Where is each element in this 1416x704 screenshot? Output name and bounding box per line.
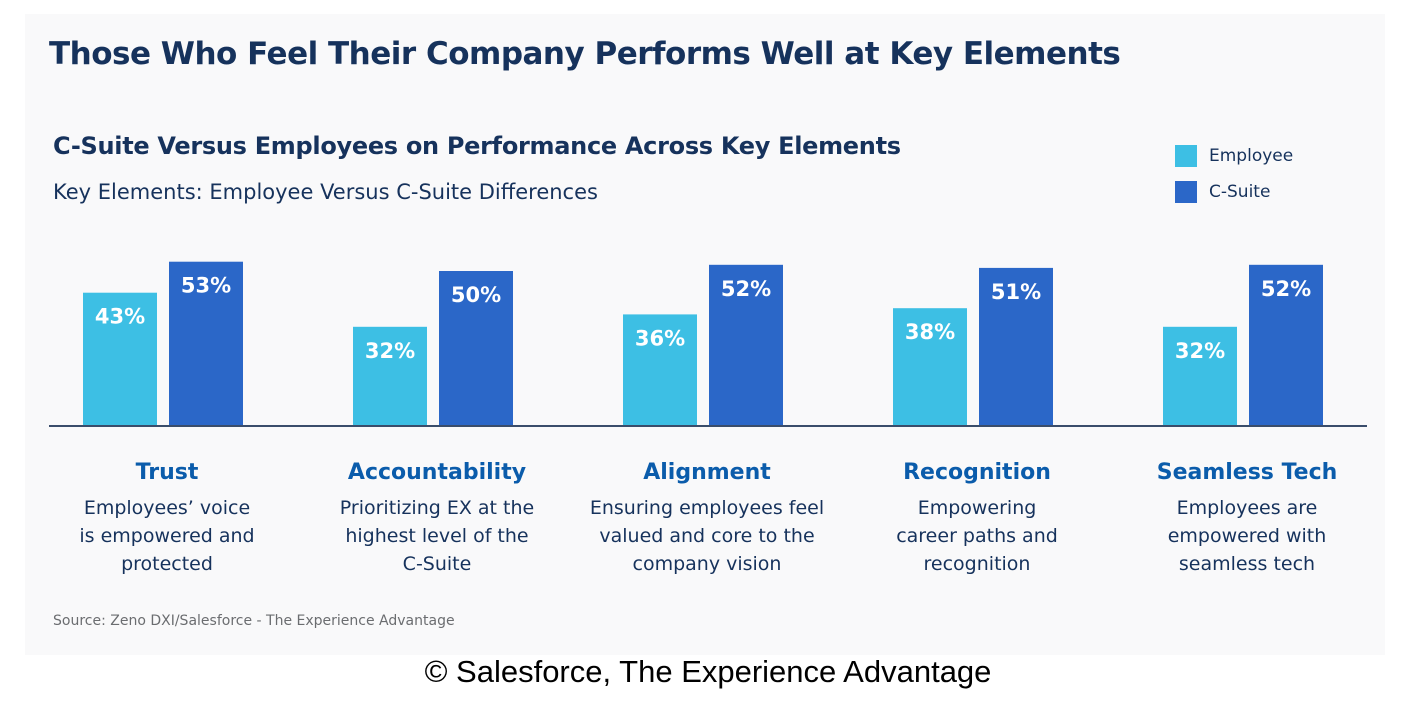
category-description-trust-3: protected bbox=[121, 553, 213, 575]
bar-c-suite-recognition bbox=[979, 267, 1053, 426]
bar-employee-trust bbox=[83, 292, 157, 426]
chart-panel: Those Who Feel Their Company Performs We… bbox=[25, 14, 1385, 655]
data-label-c-suite-alignment: 52% bbox=[721, 277, 771, 301]
bar-employee-recognition bbox=[893, 308, 967, 426]
category-label-alignment: Alignment bbox=[643, 460, 771, 485]
bar-employee-alignment bbox=[623, 314, 697, 426]
category-description-seamless-tech-2: empowered with bbox=[1168, 525, 1327, 547]
data-label-employee-alignment: 36% bbox=[635, 326, 685, 350]
bar-c-suite-trust bbox=[169, 261, 243, 426]
data-label-employee-accountability: 32% bbox=[365, 339, 415, 363]
legend-item-employee: Employee bbox=[1175, 138, 1293, 174]
bar-c-suite-accountability bbox=[439, 271, 513, 426]
category-label-seamless-tech: Seamless Tech bbox=[1157, 460, 1338, 485]
legend-label-c-suite: C-Suite bbox=[1209, 182, 1271, 202]
category-description-recognition-3: recognition bbox=[924, 553, 1031, 575]
category-description-seamless-tech-3: seamless tech bbox=[1179, 553, 1315, 575]
legend-label-employee: Employee bbox=[1209, 146, 1294, 166]
data-label-employee-trust: 43% bbox=[95, 305, 145, 329]
legend-swatch-employee bbox=[1175, 145, 1197, 167]
category-description-accountability-3: C-Suite bbox=[403, 553, 472, 575]
bar-employee-seamless-tech bbox=[1163, 326, 1237, 426]
data-label-employee-seamless-tech: 32% bbox=[1175, 339, 1225, 363]
category-label-accountability: Accountability bbox=[348, 460, 526, 485]
data-label-employee-recognition: 38% bbox=[905, 320, 955, 344]
page-title: Those Who Feel Their Company Performs We… bbox=[49, 36, 1121, 72]
category-description-trust-2: is empowered and bbox=[79, 525, 254, 547]
chart-title: C-Suite Versus Employees on Performance … bbox=[53, 132, 901, 160]
category-description-trust-1: Employees’ voice bbox=[84, 497, 250, 519]
category-description-recognition-1: Empowering bbox=[918, 497, 1037, 519]
source-note: Source: Zeno DXI/Salesforce - The Experi… bbox=[53, 613, 455, 629]
category-description-alignment-3: company vision bbox=[633, 553, 782, 575]
bar-employee-accountability bbox=[353, 326, 427, 426]
data-label-c-suite-accountability: 50% bbox=[451, 283, 501, 307]
bar-chart: 43% 53% Trust Employees’ voice is empowered … bbox=[49, 261, 1367, 575]
category-description-accountability-1: Prioritizing EX at the bbox=[340, 497, 534, 519]
data-label-c-suite-trust: 53% bbox=[181, 274, 231, 298]
legend-item-c-suite: C-Suite bbox=[1175, 174, 1293, 210]
chart-legend: Employee C-Suite bbox=[1175, 138, 1293, 210]
category-label-recognition: Recognition bbox=[903, 460, 1051, 485]
copyright-caption: © Salesforce, The Experience Advantage bbox=[424, 654, 992, 689]
category-description-alignment-1: Ensuring employees feel bbox=[590, 497, 824, 519]
category-label-trust: Trust bbox=[136, 460, 199, 485]
legend-swatch-c-suite bbox=[1175, 181, 1197, 203]
category-description-recognition-2: career paths and bbox=[896, 525, 1058, 547]
category-description-alignment-2: valued and core to the bbox=[599, 525, 814, 547]
category-description-seamless-tech-1: Employees are bbox=[1177, 497, 1318, 519]
bar-c-suite-alignment bbox=[709, 264, 783, 426]
category-description-accountability-2: highest level of the bbox=[345, 525, 528, 547]
bar-c-suite-seamless-tech bbox=[1249, 264, 1323, 426]
chart-subtitle: Key Elements: Employee Versus C-Suite Di… bbox=[53, 180, 598, 204]
data-label-c-suite-seamless-tech: 52% bbox=[1261, 277, 1311, 301]
data-label-c-suite-recognition: 51% bbox=[991, 280, 1041, 304]
